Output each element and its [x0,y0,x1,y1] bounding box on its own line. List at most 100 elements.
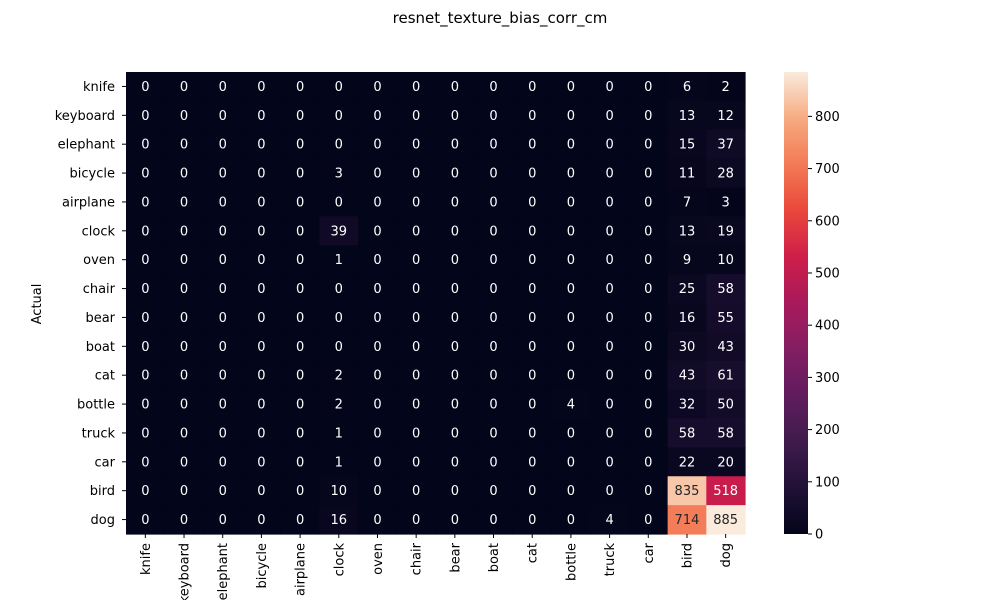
cell-value-label: 0 [296,311,304,326]
cell-value-label: 0 [373,109,381,124]
heatmap-cell [667,331,707,362]
cell-value-label: 0 [451,195,459,210]
heatmap-cell [512,274,553,304]
heatmap-cell [512,216,553,246]
heatmap-cell [396,476,437,506]
row-tick-label: bird [90,484,115,499]
cell-value-label: 0 [257,455,265,470]
heatmap-cell [512,129,553,160]
heatmap-cell [590,331,630,362]
row-tick-label: bottle [77,398,115,413]
heatmap-cell [203,389,243,420]
cell-value-label: 0 [335,282,343,297]
cell-value-label: 0 [335,195,343,210]
heatmap-cell [164,505,204,535]
cell-value-label: 0 [141,513,149,528]
cell-value-label: 0 [489,253,497,268]
row-tick-label: car [95,455,116,470]
heatmap-cell [590,360,630,391]
heatmap-cell [242,331,282,362]
cell-value-label: 6 [683,80,691,95]
heatmap-cell [590,216,630,246]
heatmap-cell [474,158,514,189]
heatmap-cell [396,331,437,362]
cell-value-label: 0 [141,195,149,210]
cell-value-label: 0 [567,513,575,528]
cell-value-label: 0 [219,253,227,268]
heatmap-cell [396,129,437,160]
cell-value-label: 0 [335,80,343,95]
heatmap-cell [551,389,591,420]
heatmap-cell [126,360,166,391]
cell-value-label: 0 [644,484,652,499]
cell-value-label: 58 [717,426,734,441]
cell-value-label: 0 [528,340,536,355]
cell-value-label: 0 [528,398,536,413]
heatmap-cell [628,505,669,535]
cell-value-label: 0 [412,311,420,326]
heatmap-cell [358,331,398,362]
heatmap-cell [242,129,282,160]
heatmap-cell [628,100,669,131]
heatmap-cell [706,100,746,131]
colorbar-tick-label: 600 [815,214,840,229]
cell-value-label: 0 [180,398,188,413]
cell-value-label: 0 [567,167,575,182]
heatmap-cell [396,100,437,131]
cell-value-label: 0 [180,224,188,239]
cell-value-label: 0 [489,369,497,384]
cell-value-label: 0 [141,282,149,297]
cell-value-label: 0 [451,340,459,355]
cell-value-label: 0 [451,398,459,413]
heatmap-cell [435,129,475,160]
heatmap-cell [126,505,166,535]
cell-value-label: 0 [489,80,497,95]
cell-value-label: 0 [412,282,420,297]
heatmap-cell [126,129,166,160]
cell-value-label: 0 [296,398,304,413]
cell-value-label: 0 [605,369,613,384]
cell-value-label: 0 [373,167,381,182]
cell-value-label: 0 [567,369,575,384]
colorbar-tick-label: 500 [815,266,840,281]
heatmap-cell [706,360,746,391]
heatmap-cell [474,447,514,477]
cell-value-label: 0 [180,513,188,528]
cell-value-label: 0 [644,311,652,326]
heatmap-cell [667,158,707,189]
cell-value-label: 0 [451,80,459,95]
cell-value-label: 0 [219,398,227,413]
cell-value-label: 0 [373,195,381,210]
heatmap-cell [396,158,437,189]
heatmap-cell [474,274,514,304]
cell-value-label: 0 [605,109,613,124]
cell-value-label: 0 [180,426,188,441]
heatmap-cell [512,476,553,506]
heatmap-cell [280,245,321,275]
heatmap-cell [319,389,359,420]
heatmap-cell [242,360,282,391]
heatmap-cell [628,72,669,102]
heatmap-cell [590,274,630,304]
cell-value-label: 0 [257,369,265,384]
heatmap-cell [203,447,243,477]
heatmap-cell [590,389,630,420]
heatmap-cell [126,476,166,506]
cell-value-label: 0 [451,311,459,326]
heatmap-cell [551,72,591,102]
heatmap-cell [396,505,437,535]
heatmap-cell [396,274,437,304]
heatmap-cell [667,505,707,535]
cell-value-label: 0 [257,484,265,499]
heatmap-cell [474,360,514,391]
heatmap-cell [590,418,630,448]
heatmap-cell [512,360,553,391]
heatmap-cell [164,389,204,420]
column-tick-label: knife [139,543,154,575]
cell-value-label: 0 [180,167,188,182]
heatmap-cell [242,389,282,420]
heatmap-cell [512,389,553,420]
heatmap-cell [435,100,475,131]
cell-value-label: 0 [567,224,575,239]
